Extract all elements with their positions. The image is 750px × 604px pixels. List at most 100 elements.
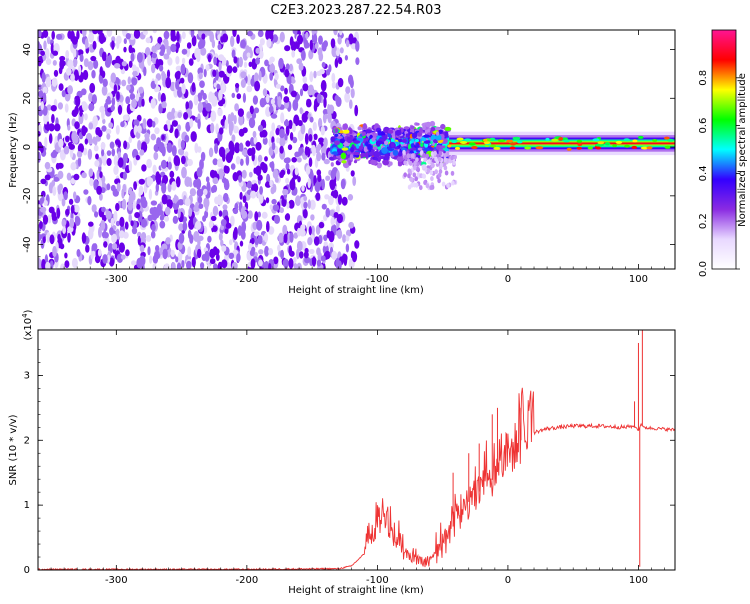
heatmap-cell bbox=[187, 158, 193, 167]
heatmap-cell bbox=[415, 139, 419, 143]
spectrogram-frame bbox=[37, 29, 676, 270]
heatmap-cell bbox=[194, 142, 199, 154]
heatmap-cell bbox=[217, 158, 223, 168]
heatmap-cell bbox=[212, 69, 217, 77]
heatmap-cell bbox=[289, 36, 294, 47]
heatmap-cell bbox=[88, 138, 94, 145]
heatmap-cell bbox=[446, 183, 450, 188]
heatmap-cell bbox=[214, 248, 220, 255]
heatmap-cell bbox=[308, 84, 314, 94]
colorbar-tick-label: 0.6 bbox=[698, 118, 709, 134]
heatmap-cell bbox=[423, 134, 431, 138]
x-tick-label: 100 bbox=[629, 575, 648, 586]
heatmap-cell bbox=[271, 161, 275, 172]
heatmap-cell bbox=[337, 194, 342, 205]
heatmap-cell bbox=[52, 50, 59, 56]
heatmap-cell bbox=[395, 129, 402, 136]
heatmap-cell bbox=[48, 133, 53, 144]
heatmap-cell bbox=[187, 246, 192, 257]
heatmap-cell bbox=[443, 153, 447, 159]
heatmap-cell bbox=[250, 258, 256, 269]
heatmap-cell bbox=[189, 118, 194, 128]
heatmap-cell bbox=[150, 200, 158, 206]
heatmap-cell bbox=[128, 187, 133, 195]
heatmap-cell bbox=[422, 152, 426, 158]
heatmap-cell bbox=[238, 114, 244, 126]
heatmap-cell bbox=[203, 188, 208, 196]
heatmap-cell bbox=[230, 112, 235, 122]
heatmap-cell bbox=[131, 260, 137, 266]
heatmap-cell bbox=[288, 245, 293, 257]
heatmap-cell bbox=[266, 173, 271, 184]
heatmap-cell bbox=[290, 90, 297, 98]
heatmap-cell bbox=[441, 181, 446, 187]
heatmap-cell bbox=[63, 191, 68, 201]
heatmap-cell bbox=[44, 174, 51, 181]
heatmap-cell bbox=[38, 130, 41, 137]
heatmap-cell bbox=[206, 181, 211, 193]
heatmap-cell bbox=[81, 172, 87, 179]
heatmap-cell bbox=[177, 208, 181, 219]
heatmap-cell bbox=[337, 77, 344, 88]
heatmap-cell bbox=[188, 58, 194, 66]
heatmap-cell bbox=[422, 173, 427, 179]
heatmap-cell bbox=[372, 146, 378, 151]
heatmap-cell bbox=[193, 179, 198, 188]
heatmap-cell bbox=[48, 182, 54, 194]
heatmap-cell bbox=[173, 155, 180, 167]
heatmap-cell bbox=[130, 52, 135, 62]
y-tick-label: 40 bbox=[22, 43, 33, 56]
heatmap-cell bbox=[87, 60, 94, 71]
heatmap-cell bbox=[42, 214, 49, 225]
heatmap-cell bbox=[209, 258, 216, 265]
heatmap-cell bbox=[384, 153, 390, 161]
heatmap-cell bbox=[370, 159, 378, 166]
heatmap-cell bbox=[239, 191, 243, 200]
heatmap-cell bbox=[223, 192, 229, 203]
heatmap-cell bbox=[100, 142, 106, 150]
heatmap-cell bbox=[452, 160, 456, 166]
heatmap-cell bbox=[425, 153, 430, 159]
heatmap-cell bbox=[323, 91, 328, 99]
heatmap-cell bbox=[119, 58, 125, 70]
spectrogram-y-ticks: -40 -20 0 20 40 bbox=[22, 37, 675, 258]
heatmap-cell bbox=[425, 121, 432, 128]
heatmap-cell bbox=[151, 121, 156, 128]
heatmap-cell bbox=[248, 61, 253, 67]
heatmap-cell bbox=[102, 254, 108, 264]
heatmap-cell bbox=[44, 161, 51, 170]
heatmap-cell bbox=[90, 55, 97, 62]
heatmap-cell bbox=[438, 151, 443, 156]
heatmap-cell bbox=[230, 215, 235, 227]
heatmap-cell bbox=[252, 112, 257, 119]
figure-title: C2E3.2023.287.22.54.R03 bbox=[270, 3, 441, 18]
heatmap-cell bbox=[307, 178, 311, 189]
heatmap-cell bbox=[413, 160, 417, 166]
heatmap-cell bbox=[304, 256, 311, 264]
heatmap-cell bbox=[310, 214, 315, 221]
heatmap-cell bbox=[262, 163, 268, 174]
heatmap-cell bbox=[58, 83, 64, 91]
heatmap-cell bbox=[357, 126, 362, 131]
heatmap-cell bbox=[230, 163, 236, 170]
heatmap-cell bbox=[64, 252, 68, 259]
colorbar: 0.0 0.2 0.4 0.6 0.8 Normalized spectral ampl… bbox=[698, 29, 748, 277]
heatmap-cell bbox=[336, 170, 340, 182]
heatmap-cell bbox=[108, 54, 112, 62]
heatmap-cell bbox=[57, 233, 61, 242]
heatmap-cell bbox=[124, 221, 129, 230]
heatmap-cell bbox=[289, 63, 293, 72]
heatmap-cell bbox=[320, 255, 326, 262]
heatmap-cell bbox=[111, 148, 116, 157]
heatmap-cell bbox=[180, 139, 185, 150]
heatmap-cell bbox=[121, 79, 127, 87]
heatmap-cell bbox=[321, 41, 327, 52]
heatmap-cell bbox=[316, 70, 322, 76]
heatmap-cell bbox=[224, 228, 229, 235]
heatmap-cell bbox=[184, 151, 189, 158]
heatmap-cell bbox=[236, 253, 241, 263]
heatmap-cell bbox=[210, 110, 217, 122]
heatmap-cell bbox=[288, 79, 292, 85]
heatmap-cell bbox=[108, 122, 114, 129]
x-tick-label: -100 bbox=[366, 575, 389, 586]
